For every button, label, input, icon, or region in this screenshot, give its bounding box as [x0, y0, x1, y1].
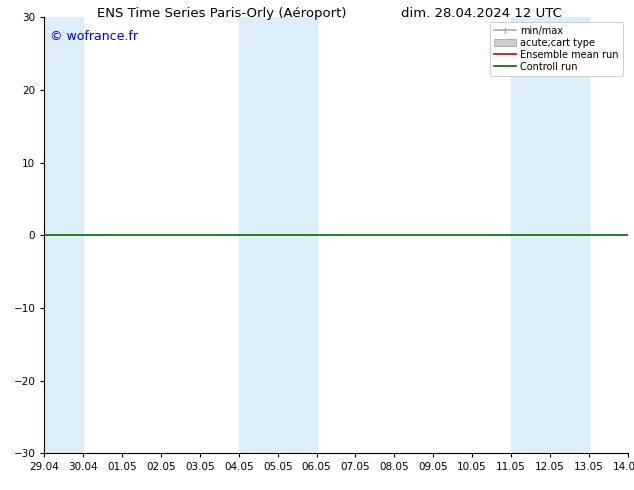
Text: © wofrance.fr: © wofrance.fr: [50, 30, 138, 43]
Text: ENS Time Series Paris-Orly (Aéroport): ENS Time Series Paris-Orly (Aéroport): [97, 7, 347, 21]
Bar: [239, 17, 316, 453]
Legend: min/max, acute;cart type, Ensemble mean run, Controll run: min/max, acute;cart type, Ensemble mean …: [490, 22, 623, 75]
Text: dim. 28.04.2024 12 UTC: dim. 28.04.2024 12 UTC: [401, 7, 562, 21]
Bar: [511, 17, 589, 453]
Bar: [44, 17, 83, 453]
